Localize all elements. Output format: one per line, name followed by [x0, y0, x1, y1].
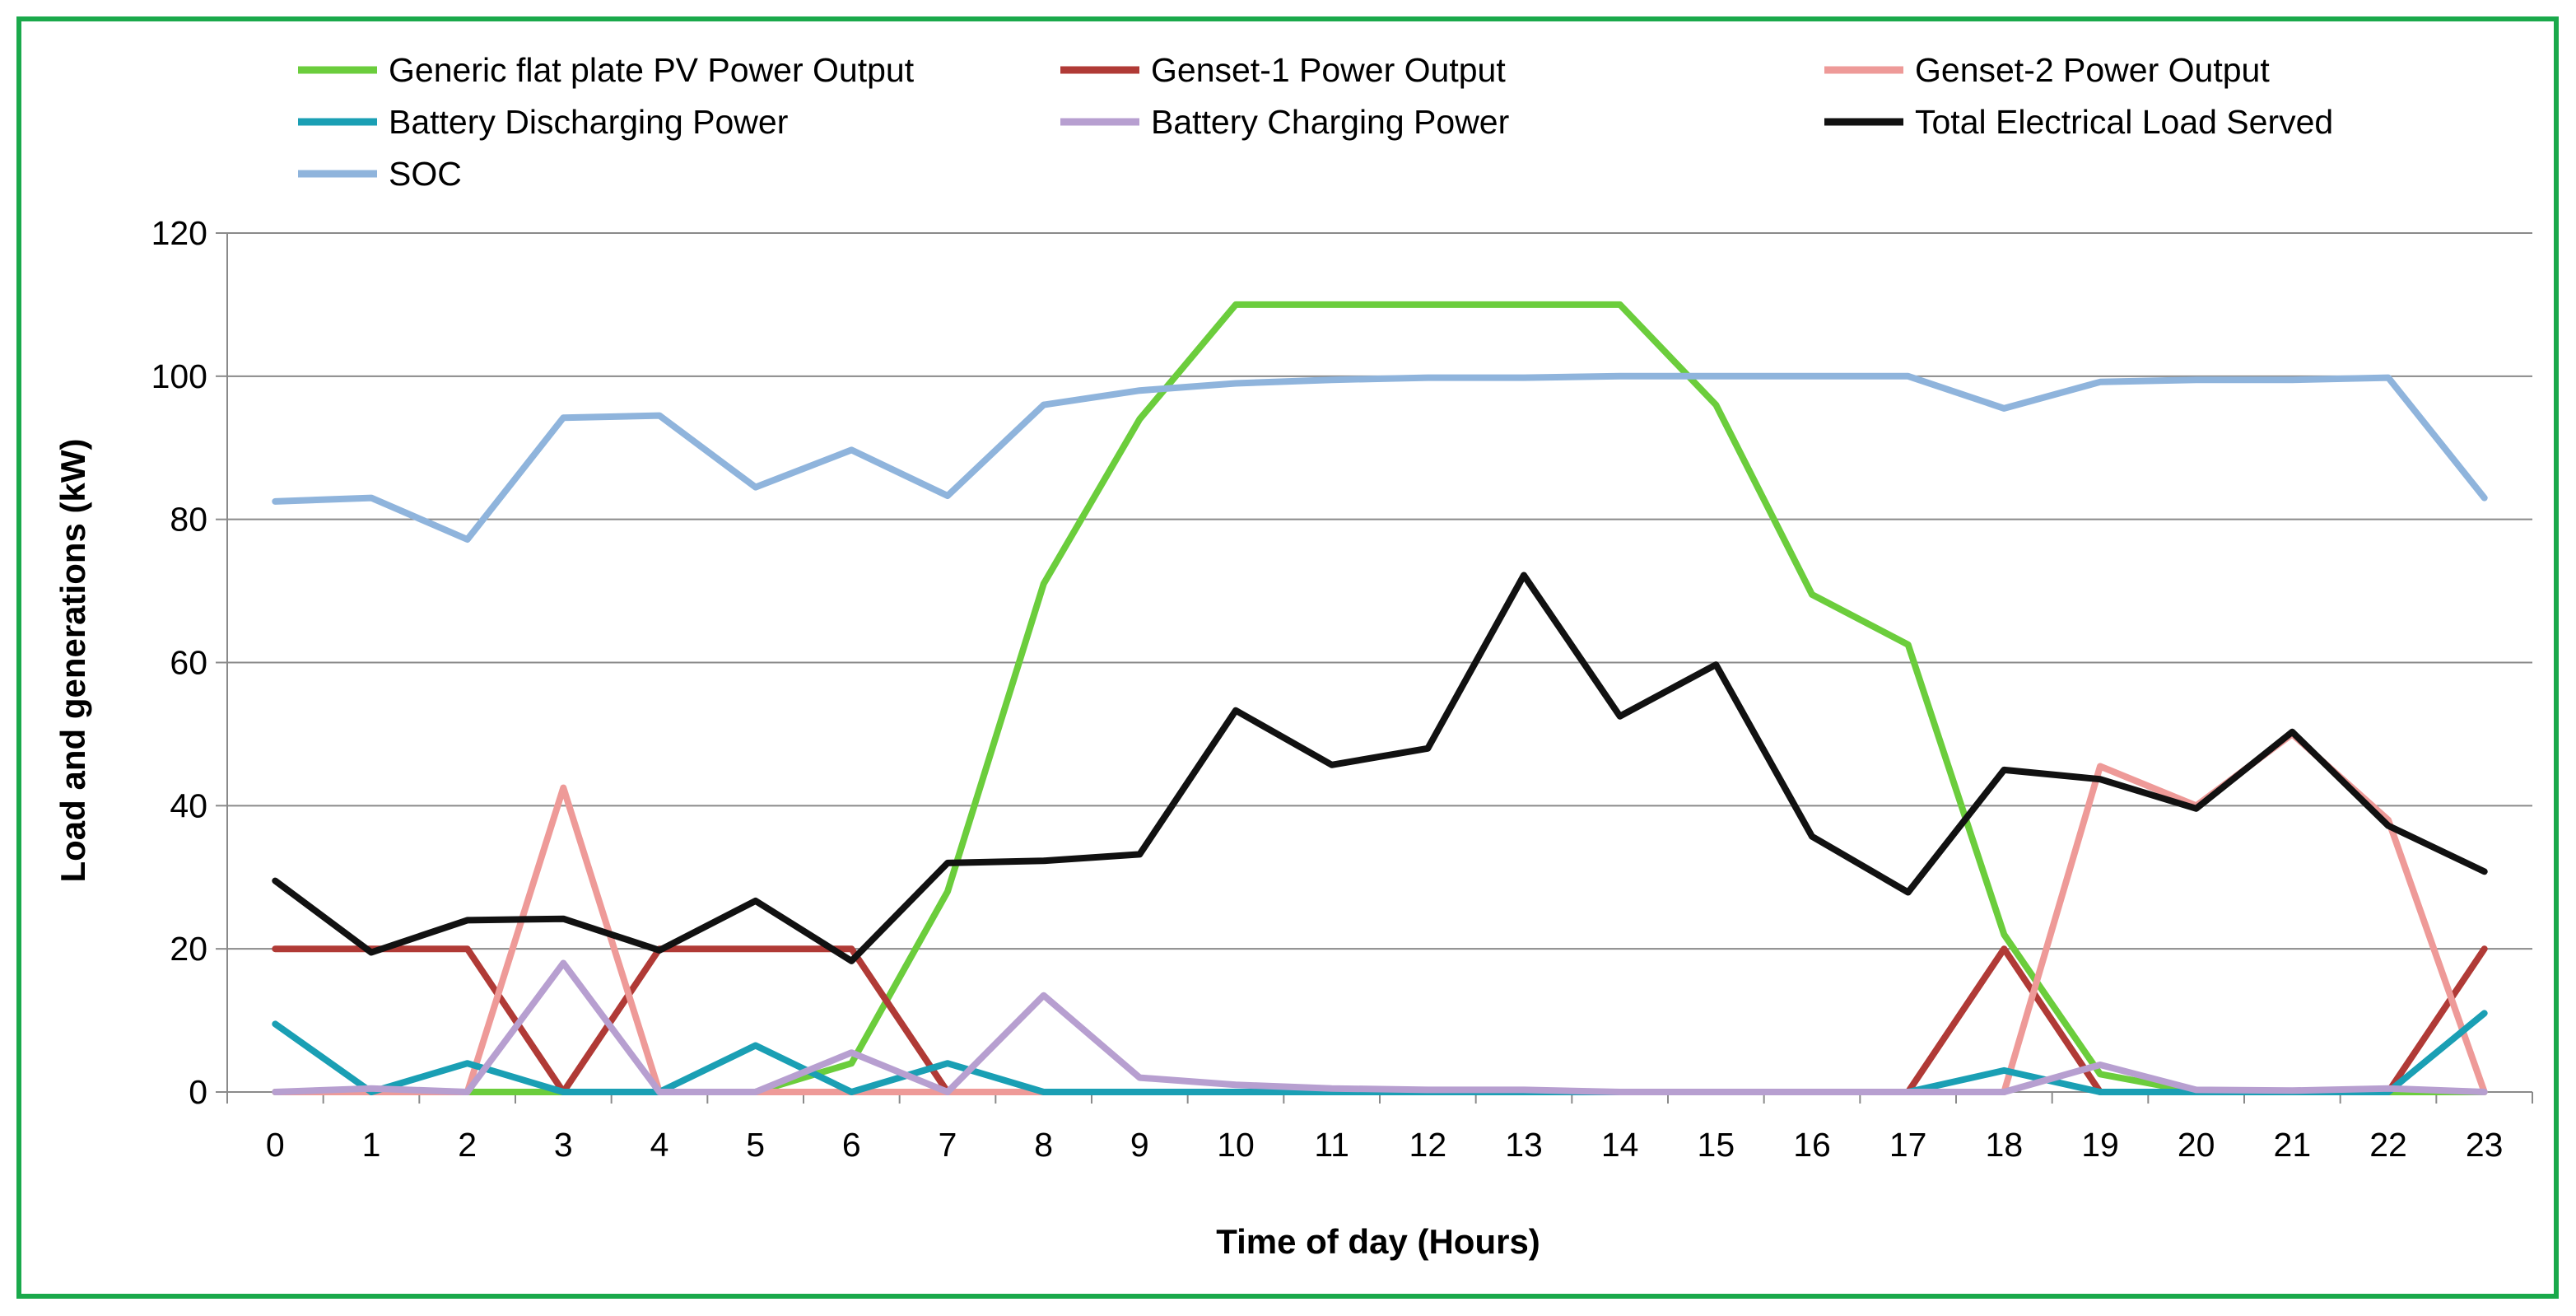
y-tick-label: 80 — [170, 501, 207, 539]
legend-label-genset-2-power-output: Genset-2 Power Output — [1915, 51, 2270, 89]
x-tick-label: 13 — [1505, 1126, 1543, 1164]
x-tick-label: 11 — [1314, 1126, 1349, 1164]
legend: Generic flat plate PV Power Output Genset… — [298, 51, 2333, 193]
series-line-soc — [272, 372, 2488, 543]
y-axis-title: Load and generations (kW) — [54, 438, 92, 882]
y-tick-label: 120 — [151, 214, 207, 252]
y-tick-label: 100 — [151, 357, 207, 395]
y-tick-label: 60 — [170, 644, 207, 682]
series-lines — [272, 301, 2488, 1095]
x-tick-label: 4 — [650, 1126, 669, 1164]
x-tick-label: 17 — [1889, 1126, 1927, 1164]
x-tick-label: 16 — [1793, 1126, 1831, 1164]
x-tick-label: 18 — [1986, 1126, 2024, 1164]
x-tick-label: 6 — [842, 1126, 861, 1164]
x-tick-label: 2 — [458, 1126, 477, 1164]
x-tick-label: 8 — [1034, 1126, 1053, 1164]
x-tick-label: 23 — [2466, 1126, 2504, 1164]
x-tick-label: 15 — [1698, 1126, 1735, 1164]
y-tick-label: 20 — [170, 930, 207, 968]
x-tick-label: 5 — [746, 1126, 765, 1164]
x-tick-label: 19 — [2081, 1126, 2119, 1164]
legend-label-total-electrical-load-served: Total Electrical Load Served — [1915, 103, 2333, 141]
x-axis-title: Time of day (Hours) — [1216, 1222, 1540, 1261]
series-line-battery-charging-power — [272, 959, 2488, 1095]
x-tick-label: 12 — [1409, 1126, 1447, 1164]
x-tick-label: 3 — [554, 1126, 573, 1164]
legend-label-battery-charging-power: Battery Charging Power — [1151, 103, 1509, 141]
y-tick-label: 0 — [189, 1073, 207, 1111]
legend-label-genset-1-power-output: Genset-1 Power Output — [1151, 51, 1506, 89]
legend-label-generic-flat-plate-pv-power-output: Generic flat plate PV Power Output — [389, 51, 915, 89]
x-tick-label: 21 — [2274, 1126, 2312, 1164]
y-tick-label: 40 — [170, 786, 207, 824]
x-tick-label: 0 — [266, 1126, 285, 1164]
x-tick-label: 9 — [1130, 1126, 1149, 1164]
chart-border — [16, 16, 2559, 1299]
legend-label-soc: SOC — [389, 155, 462, 193]
x-tick-label: 22 — [2369, 1126, 2407, 1164]
x-tick-label: 10 — [1217, 1126, 1255, 1164]
x-tick-label: 1 — [362, 1126, 381, 1164]
x-tick-label: 7 — [939, 1126, 957, 1164]
legend-label-battery-discharging-power: Battery Discharging Power — [389, 103, 788, 141]
x-tick-label: 14 — [1601, 1126, 1639, 1164]
series-line-total-electrical-load-served — [272, 572, 2488, 964]
x-tick-label: 20 — [2178, 1126, 2215, 1164]
